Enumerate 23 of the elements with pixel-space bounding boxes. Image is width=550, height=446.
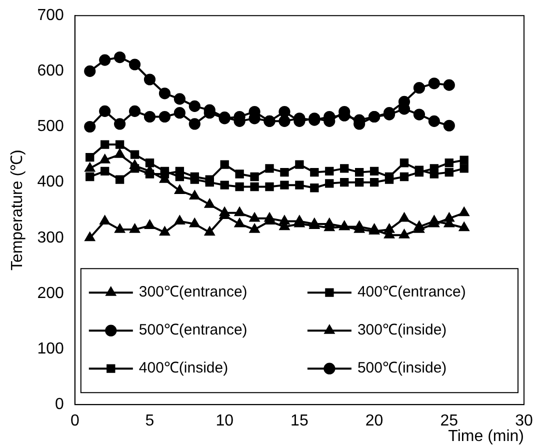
x-tick-label: 15	[290, 412, 308, 430]
x-axis-title: Time (min)	[448, 428, 524, 445]
legend-label: 400℃(inside)	[138, 360, 228, 377]
legend-label: 300℃(entrance)	[138, 284, 248, 301]
x-tick-label: 25	[440, 412, 458, 430]
x-tick-label: 30	[515, 412, 533, 430]
y-tick-label: 400	[37, 174, 64, 191]
y-tick-label: 700	[37, 7, 64, 24]
x-tick-label: 20	[365, 412, 384, 430]
y-tick-label: 600	[37, 62, 64, 80]
y-tick-label: 300	[37, 229, 64, 246]
legend-label: 500℃(entrance)	[138, 322, 248, 339]
legend-label: 400℃(entrance)	[357, 284, 466, 301]
y-tick-label: 0	[54, 396, 64, 414]
legend-label: 500℃(inside)	[357, 360, 447, 377]
x-tick-label: 0	[70, 412, 80, 430]
y-tick-label: 200	[37, 284, 64, 302]
legend-label: 300℃(inside)	[357, 322, 447, 339]
x-tick-label: 5	[145, 412, 154, 430]
y-tick-label: 500	[37, 118, 64, 136]
x-tick-label: 10	[216, 412, 234, 430]
y-tick-label: 100	[37, 340, 64, 358]
y-axis-title: Temperature (℃)	[9, 150, 26, 271]
